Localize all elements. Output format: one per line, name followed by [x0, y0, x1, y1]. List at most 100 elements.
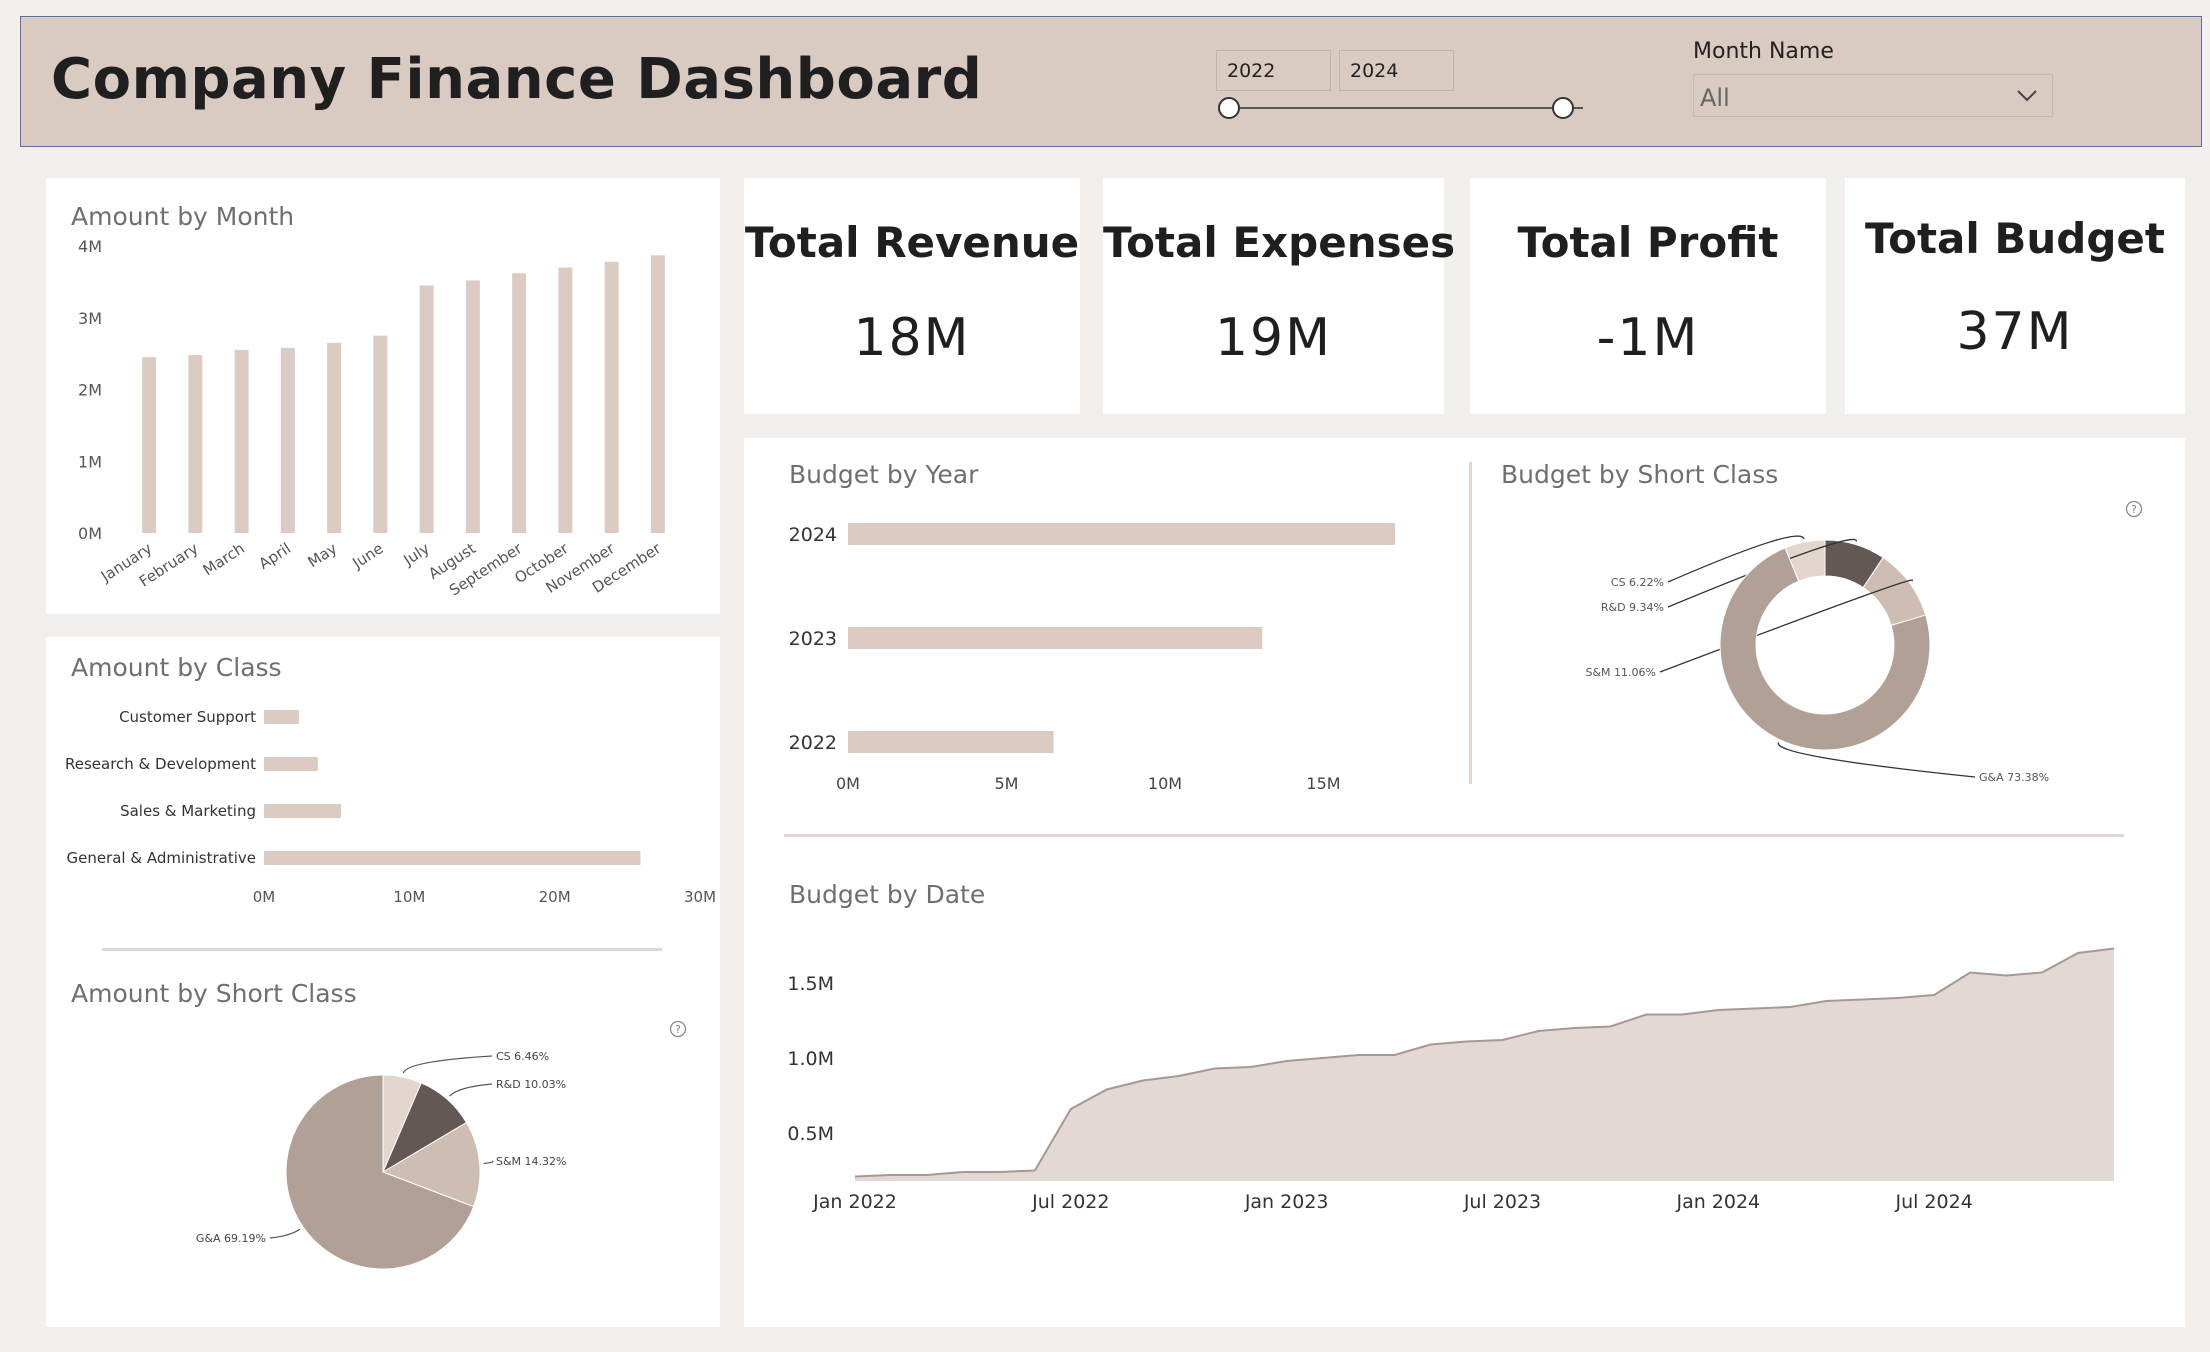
slice-label: R&D 10.03%	[496, 1078, 566, 1091]
chart-title: Budget by Short Class	[1501, 460, 1779, 489]
bar-customer-support	[264, 710, 299, 724]
divider	[784, 834, 2124, 837]
pie-slice	[285, 1074, 475, 1270]
dashboard-header: Company Finance Dashboard 2022 2024 Mont…	[20, 16, 2202, 147]
bar-year-2023	[848, 627, 1263, 649]
year-range-start-input[interactable]: 2022	[1216, 50, 1331, 91]
kpi-card-expenses: Total Expenses 19M	[1103, 178, 1456, 414]
x-tick-label: June	[349, 539, 387, 572]
year-range-end-input[interactable]: 2024	[1339, 50, 1454, 91]
x-tick-label: 0M	[253, 888, 276, 906]
x-tick-label: Jul 2024	[1894, 1191, 1972, 1213]
x-tick-label: 10M	[393, 888, 425, 906]
slice-label: G&A 73.38%	[1979, 771, 2049, 784]
x-tick-label: Jan 2024	[1675, 1191, 1760, 1213]
x-tick-label: Jul 2022	[1031, 1191, 1109, 1213]
x-tick-label: 5M	[995, 774, 1019, 793]
category-label: General & Administrative	[66, 849, 256, 867]
y-tick-label: 1.0M	[787, 1048, 834, 1070]
slice-label: R&D 9.34%	[1601, 601, 1664, 614]
category-label: Research & Development	[65, 755, 256, 773]
y-tick-label: 1M	[78, 452, 102, 471]
slice-label: S&M 11.06%	[1586, 666, 1657, 679]
chart-title: Amount by Month	[71, 202, 295, 231]
bar-october	[558, 267, 573, 533]
bar-june	[373, 335, 388, 533]
kpi-card-budget: Total Budget 37M	[1845, 178, 2185, 414]
help-icon[interactable]: ?	[2125, 500, 2143, 518]
bar-december	[650, 255, 665, 533]
kpi-value: 19M	[1214, 308, 1333, 368]
svg-text:?: ?	[2131, 503, 2137, 516]
x-tick-label: 20M	[539, 888, 571, 906]
amount-by-month-panel: Amount by Month 0M 1M 2M 3M 4M January Februar…	[46, 178, 720, 614]
kpi-card-revenue: Total Revenue 18M	[744, 178, 1080, 414]
year-range-slider-end-handle[interactable]	[1552, 97, 1574, 119]
chart-title: Budget by Year	[789, 460, 979, 489]
y-tick-label: 2M	[78, 381, 102, 400]
bar-february	[188, 355, 203, 533]
help-icon[interactable]: ?	[669, 1020, 687, 1038]
area-fill	[855, 948, 2114, 1181]
y-tick-label: 0.5M	[787, 1123, 834, 1145]
bar-year-2024	[848, 523, 1395, 545]
y-tick-label: 0M	[78, 524, 102, 543]
x-tick-label: March	[200, 539, 248, 579]
leader-line	[402, 1055, 493, 1074]
leader-line	[1667, 538, 1857, 608]
chevron-down-icon	[2017, 90, 2037, 102]
month-filter-label: Month Name	[1693, 39, 1834, 64]
year-range-slider-track[interactable]	[1229, 107, 1583, 109]
area-line	[854, 947, 2115, 1178]
month-filter-value: All	[1700, 84, 1730, 112]
bar-april	[280, 347, 295, 533]
category-label: 2023	[789, 628, 837, 650]
slice-label: CS 6.46%	[496, 1050, 549, 1063]
category-label: Customer Support	[119, 708, 256, 726]
x-tick-label: 0M	[836, 774, 860, 793]
bar-year-2022	[848, 731, 1054, 753]
x-tick-label: 30M	[684, 888, 716, 906]
x-tick-label: 15M	[1306, 774, 1340, 793]
month-filter-dropdown[interactable]: All	[1693, 74, 2053, 117]
donut-slice	[1719, 547, 1931, 751]
x-tick-label: Jan 2022	[812, 1191, 897, 1213]
kpi-value: -1M	[1596, 308, 1700, 368]
svg-text:?: ?	[675, 1023, 681, 1036]
kpi-card-profit: Total Profit -1M	[1470, 178, 1826, 414]
budget-by-year-chart: 2024 2023 2022 0M 5M 10M 15M	[789, 523, 1395, 793]
x-tick-label: May	[304, 539, 340, 571]
amount-by-class-chart: Customer Support Research & Development Sa…	[65, 708, 716, 906]
x-tick-label: April	[255, 539, 294, 573]
leader-line	[1777, 742, 1976, 778]
year-range-slider-start-handle[interactable]	[1218, 97, 1240, 119]
kpi-title: Total Expenses	[1103, 218, 1456, 267]
category-label: Sales & Marketing	[120, 802, 256, 820]
amount-by-short-class-chart: CS 6.46% R&D 10.03% S&M 14.32% G&A 69.19%	[196, 1050, 567, 1270]
kpi-value: 18M	[853, 308, 971, 368]
category-label: 2022	[789, 732, 837, 754]
leader-line	[269, 1228, 301, 1239]
kpi-value: 37M	[1956, 302, 2074, 362]
x-tick-label: 10M	[1148, 774, 1182, 793]
category-label: 2024	[789, 524, 837, 546]
bar-august	[465, 280, 480, 533]
divider	[1469, 462, 1472, 784]
x-tick-label: Jan 2023	[1244, 1191, 1329, 1213]
x-tick-label: Jul 2023	[1463, 1191, 1541, 1213]
y-tick-label: 3M	[78, 309, 102, 328]
leader-line	[1667, 535, 1805, 583]
divider	[102, 948, 662, 951]
bar-november	[604, 261, 619, 533]
kpi-title: Total Revenue	[744, 218, 1080, 267]
slice-label: CS 6.22%	[1611, 576, 1664, 589]
slice-label: G&A 69.19%	[196, 1232, 266, 1245]
kpi-title: Total Budget	[1865, 214, 2165, 263]
y-tick-label: 4M	[78, 237, 102, 256]
bar-sales-marketing	[264, 804, 342, 818]
bar-may	[327, 342, 342, 533]
kpi-title: Total Profit	[1517, 218, 1779, 267]
budget-by-short-class-chart: CS 6.22% R&D 9.34% S&M 11.06% G&A 73.38%	[1586, 535, 2049, 784]
chart-title: Amount by Short Class	[71, 979, 357, 1008]
